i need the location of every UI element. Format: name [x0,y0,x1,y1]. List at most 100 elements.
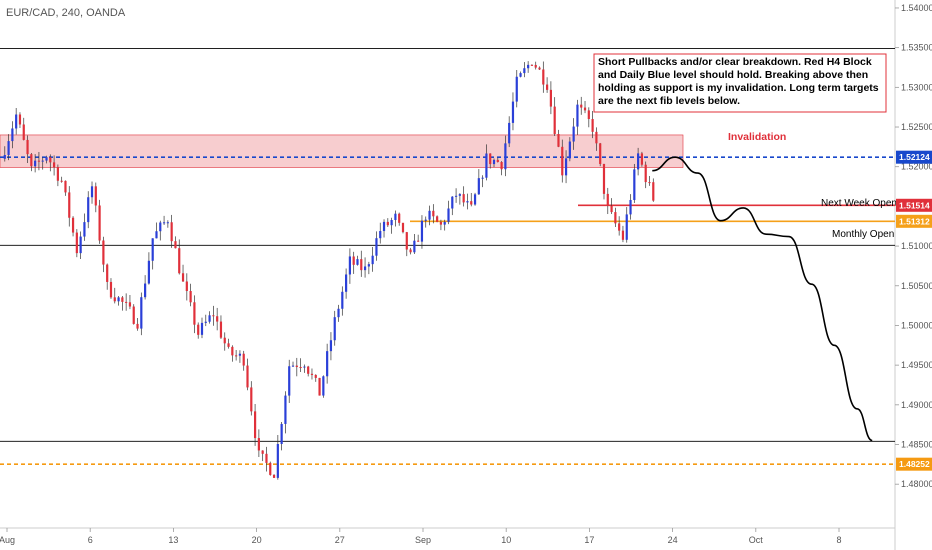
candlestick-series [3,61,655,480]
candle-body-59 [227,343,230,347]
candle-body-146 [557,134,560,147]
y-tick-label-3: 1.52500 [901,122,932,132]
candle-body-145 [553,106,556,135]
candle-body-158 [602,163,606,194]
candle-body-106 [405,232,408,250]
candle-body-135 [515,76,518,102]
candle-body-34 [132,306,135,324]
candle-body-66 [253,411,257,439]
y-tick-label-11: 1.48500 [901,440,932,450]
candle-body-77 [295,365,298,368]
candle-body-102 [390,220,393,226]
candle-body-91 [348,256,351,275]
candle-body-42 [162,222,166,224]
candle-body-143 [546,84,549,90]
x-tick-label-4: 27 [335,535,345,545]
candle-body-24 [94,186,97,206]
candle-body-47 [181,273,185,282]
candle-body-35 [136,323,139,329]
y-tick-label-4: 1.52000 [901,162,932,172]
candle-body-5 [22,124,25,140]
candle-body-113 [432,210,435,217]
candle-body-36 [140,297,143,329]
y-tick-label-1: 1.53500 [901,43,932,53]
note-line-4: are the next fib levels below. [598,95,740,107]
candle-body-18 [71,217,75,233]
candle-body-157 [599,143,602,164]
candle-body-63 [242,353,245,366]
price-tag-2: 1.51514 [899,200,930,210]
horizontal-levels [0,47,895,465]
candle-body-19 [75,232,78,254]
monthly-open-label: Monthly Open [832,229,894,240]
candle-body-54 [208,315,211,322]
candle-body-73 [280,423,283,444]
candle-body-2 [11,128,14,142]
candle-body-103 [394,213,397,221]
candle-body-17 [68,192,71,218]
red-h4-block-zone [0,134,684,168]
candle-body-147 [561,146,564,176]
candle-body-169 [644,164,647,183]
candle-body-46 [178,248,181,274]
analysis-note-box [593,53,887,113]
price-tag-3: 1.51312 [899,216,930,226]
candle-body-41 [159,222,162,232]
candle-body-32 [125,301,128,303]
candle-body-65 [250,387,253,412]
note-line-1: Short Pullbacks and/or clear breakdown. … [598,56,872,68]
candle-body-0 [3,155,6,159]
x-tick-label-5: Sep [415,535,431,545]
candle-body-85 [326,351,329,377]
candle-body-31 [121,297,124,302]
candle-body-49 [189,291,192,303]
candle-body-67 [257,438,260,451]
candle-body-166 [633,169,636,200]
candle-body-64 [246,365,249,388]
candle-body-167 [637,153,640,170]
x-tick-label-0: Aug [0,535,15,545]
candle-body-11 [45,157,48,161]
candle-body-168 [640,153,644,165]
candle-body-60 [231,346,234,356]
projected-path [652,156,873,442]
candle-body-96 [367,264,370,267]
candle-body-151 [576,104,579,127]
candle-body-38 [147,260,151,284]
candle-body-111 [424,219,427,221]
candle-body-124 [473,194,477,205]
candle-body-4 [18,114,22,125]
candle-body-45 [174,241,177,249]
y-tick-label-8: 1.50000 [901,320,932,330]
candle-body-40 [155,231,158,239]
candle-body-153 [583,107,587,111]
x-tick-label-7: 17 [584,535,594,545]
candle-body-148 [564,158,568,176]
candle-body-8 [34,160,37,167]
candle-body-159 [606,193,609,206]
candle-body-83 [318,377,321,396]
candle-body-162 [618,223,621,231]
price-axis-ticks: 1.54000 1.53500 1.53000 1.52500 1.52000 1.515… [895,3,932,489]
candle-body-79 [303,366,306,368]
candle-body-163 [621,230,625,240]
candle-body-122 [466,201,469,203]
candle-body-43 [166,222,169,224]
candle-body-110 [420,220,424,242]
candle-body-119 [454,195,458,197]
candle-body-108 [413,240,416,253]
y-tick-label-10: 1.49000 [901,400,932,410]
candle-body-28 [109,281,113,298]
candle-body-144 [549,89,552,107]
candle-body-57 [219,321,223,338]
y-tick-label-7: 1.50500 [901,281,932,291]
candle-body-81 [310,373,314,375]
candle-body-152 [580,104,583,108]
y-tick-label-2: 1.53000 [901,82,932,92]
candle-body-44 [170,222,173,242]
y-tick-label-6: 1.51000 [901,241,932,251]
candle-body-75 [288,366,291,396]
candle-body-160 [610,205,613,213]
candle-body-1 [7,141,10,156]
